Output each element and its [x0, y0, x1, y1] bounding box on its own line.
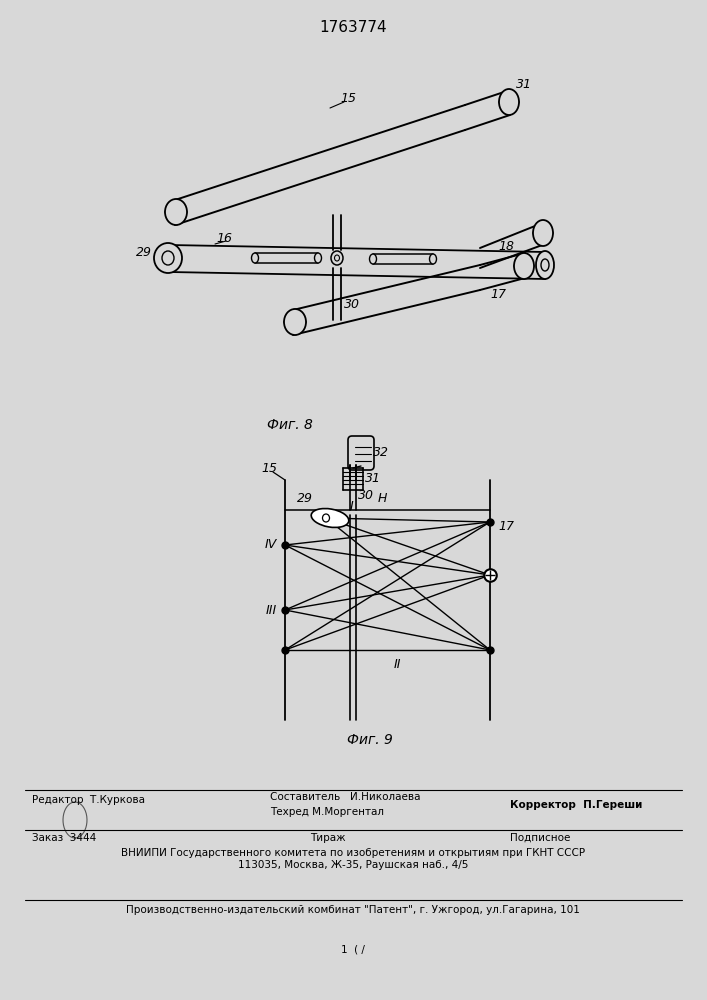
- Text: 113035, Москва, Ж-35, Раушская наб., 4/5: 113035, Москва, Ж-35, Раушская наб., 4/5: [238, 860, 468, 870]
- Text: 30: 30: [358, 489, 374, 502]
- Text: Редактор  Т.Куркова: Редактор Т.Куркова: [32, 795, 145, 805]
- Text: 17: 17: [490, 288, 506, 302]
- Text: 1763774: 1763774: [319, 20, 387, 35]
- Text: 15: 15: [261, 462, 277, 475]
- Ellipse shape: [154, 243, 182, 273]
- Ellipse shape: [331, 251, 343, 265]
- Ellipse shape: [165, 199, 187, 225]
- Text: H: H: [378, 492, 387, 505]
- Text: IV: IV: [264, 538, 277, 552]
- Text: Тираж: Тираж: [310, 833, 346, 843]
- Text: Составитель   И.Николаева: Составитель И.Николаева: [270, 792, 421, 802]
- Ellipse shape: [370, 254, 377, 264]
- Text: I: I: [350, 500, 354, 513]
- Text: 15: 15: [340, 92, 356, 104]
- Ellipse shape: [311, 509, 349, 527]
- Text: ВНИИПИ Государственного комитета по изобретениям и открытиям при ГКНТ СССР: ВНИИПИ Государственного комитета по изоб…: [121, 848, 585, 858]
- Ellipse shape: [284, 309, 306, 335]
- Text: 17: 17: [498, 520, 514, 534]
- Text: 31: 31: [365, 473, 381, 486]
- Ellipse shape: [499, 89, 519, 115]
- Ellipse shape: [533, 220, 553, 246]
- Text: Корректор  П.Гереши: Корректор П.Гереши: [510, 800, 643, 810]
- Text: Подписное: Подписное: [510, 833, 571, 843]
- Text: 31: 31: [516, 78, 532, 91]
- Ellipse shape: [536, 251, 554, 279]
- Text: Производственно-издательский комбинат "Патент", г. Ужгород, ул.Гагарина, 101: Производственно-издательский комбинат "П…: [126, 905, 580, 915]
- Text: 29: 29: [297, 492, 313, 505]
- Text: Заказ  3444: Заказ 3444: [32, 833, 96, 843]
- Ellipse shape: [514, 253, 534, 279]
- Text: Фиг. 8: Фиг. 8: [267, 418, 313, 432]
- Text: Фиг. 9: Фиг. 9: [347, 733, 393, 747]
- Text: 18: 18: [498, 240, 514, 253]
- Text: 30: 30: [344, 298, 360, 312]
- Ellipse shape: [429, 254, 436, 264]
- Text: 16: 16: [216, 232, 232, 244]
- Text: 1  ( /: 1 ( /: [341, 945, 365, 955]
- Ellipse shape: [322, 514, 329, 522]
- Text: 32: 32: [373, 446, 389, 460]
- Text: III: III: [266, 603, 277, 616]
- Text: Техред М.Моргентал: Техред М.Моргентал: [270, 807, 384, 817]
- Ellipse shape: [315, 253, 322, 263]
- Ellipse shape: [252, 253, 259, 263]
- Text: II: II: [393, 658, 401, 672]
- Text: 29: 29: [136, 246, 152, 259]
